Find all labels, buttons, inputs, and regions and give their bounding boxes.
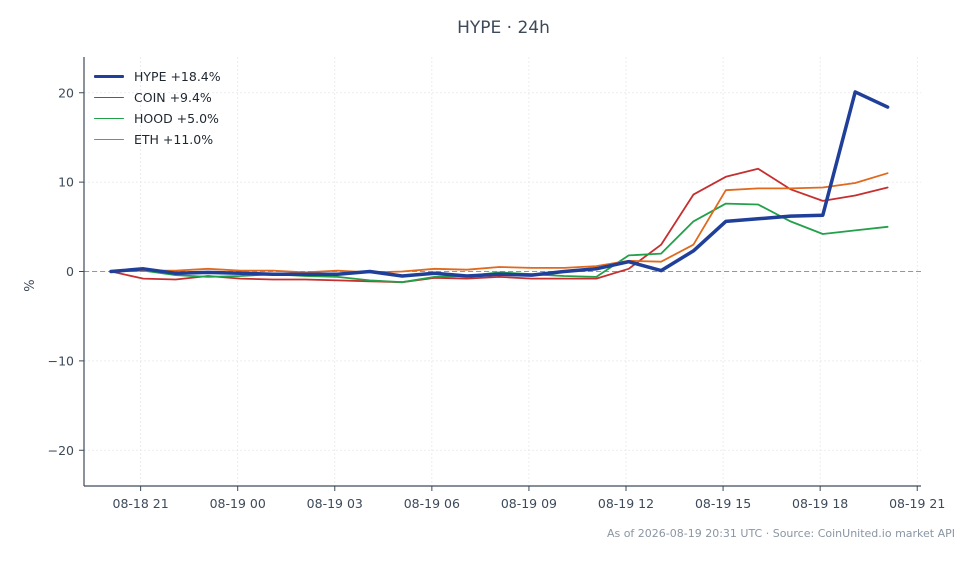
legend-swatch	[94, 117, 124, 120]
y-tick-label: 0	[66, 264, 74, 279]
x-tick-label: 08-19 21	[889, 496, 945, 511]
chart-footer-source: As of 2026-08-19 20:31 UTC · Source: Coi…	[606, 527, 955, 540]
chart-legend: HYPE +18.4% COIN +9.4% HOOD +5.0% ETH +11.0…	[94, 66, 221, 150]
legend-item: HOOD +5.0%	[94, 108, 221, 129]
legend-item: COIN +9.4%	[94, 87, 221, 108]
x-tick-label: 08-19 09	[501, 496, 557, 511]
series-lines	[109, 90, 890, 284]
y-tick-label: −10	[48, 353, 74, 368]
legend-swatch	[94, 96, 124, 99]
legend-swatch	[94, 138, 124, 141]
x-tick-label: 08-19 18	[792, 496, 848, 511]
legend-label: COIN +9.4%	[134, 90, 212, 105]
chart-title: HYPE · 24h	[457, 18, 550, 38]
x-tick-label: 08-19 15	[695, 496, 751, 511]
series-line-hype	[109, 90, 890, 278]
y-tick-label: −20	[48, 443, 74, 458]
legend-label: ETH +11.0%	[134, 132, 214, 147]
x-tick-label: 08-19 03	[307, 496, 363, 511]
legend-item: ETH +11.0%	[94, 129, 221, 150]
x-tick-label: 08-19 12	[598, 496, 654, 511]
legend-item: HYPE +18.4%	[94, 66, 221, 87]
x-tick-label: 08-18 21	[113, 496, 169, 511]
legend-swatch	[94, 74, 124, 79]
legend-label: HOOD +5.0%	[134, 111, 219, 126]
x-tick-label: 08-19 06	[404, 496, 460, 511]
legend-label: HYPE +18.4%	[134, 69, 221, 84]
series-line-eth	[110, 172, 889, 274]
series-line-hood	[110, 202, 889, 284]
y-tick-label: 10	[58, 175, 74, 190]
y-axis-label: %	[23, 279, 38, 291]
axes: 08-18 21 08-19 00 08-19 03 08-19 06 08-19 09…	[48, 57, 945, 511]
y-tick-label: 20	[58, 85, 74, 100]
series-line-coin	[110, 167, 889, 284]
x-tick-label: 08-19 00	[210, 496, 266, 511]
